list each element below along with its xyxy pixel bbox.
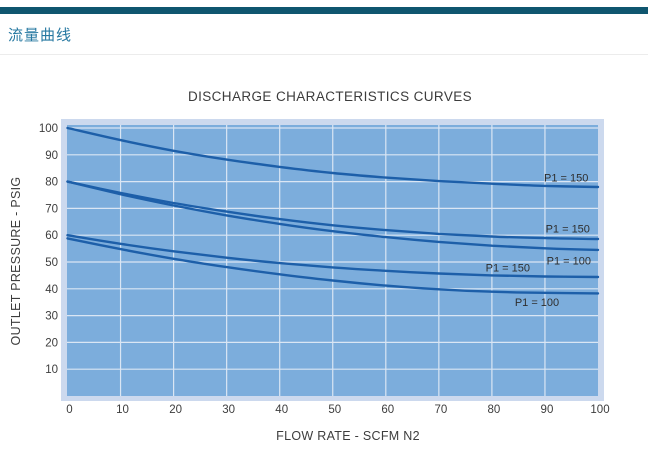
chart-title: DISCHARGE CHARACTERISTICS CURVES (187, 89, 473, 104)
y-tick-label: 20 (45, 337, 58, 349)
y-tick-label: 100 (39, 123, 58, 135)
curve-label-2: P1 = 150 (546, 224, 590, 236)
y-tick-label: 80 (45, 177, 58, 189)
x-tick-label: 70 (434, 404, 447, 416)
curve-1 (66, 126, 600, 189)
y-tick-label: 50 (45, 257, 58, 269)
curve-3 (66, 180, 600, 252)
curve-label-3: P1 = 100 (547, 256, 591, 268)
x-tick-label: 100 (590, 404, 609, 416)
x-tick-label: 90 (541, 404, 554, 416)
x-tick-label: 40 (275, 404, 288, 416)
curve-label-4: P1 = 150 (486, 262, 530, 274)
y-tick-label: 30 (45, 311, 58, 323)
y-tick-label: 60 (45, 230, 58, 242)
curve-label-1: P1 = 150 (544, 173, 588, 185)
x-axis-title: FLOW RATE - SCFM N2 (276, 429, 420, 443)
x-tick-label: 30 (222, 404, 235, 416)
x-tick-label: 60 (381, 404, 394, 416)
x-tick-label: 20 (169, 404, 182, 416)
title-divider (0, 54, 648, 55)
x-tick-label: 10 (116, 404, 129, 416)
page-title: 流量曲线 (8, 26, 73, 44)
curve-4 (66, 234, 600, 279)
top-accent-bar (0, 7, 648, 14)
y-tick-label: 40 (45, 284, 58, 296)
y-tick-label: 90 (45, 150, 58, 162)
x-tick-label: 80 (488, 404, 501, 416)
curve-label-5: P1 = 100 (515, 297, 559, 309)
x-tick-label: 50 (328, 404, 341, 416)
curve-2 (66, 180, 600, 241)
y-tick-label: 10 (45, 364, 58, 376)
y-tick-label: 70 (45, 203, 58, 215)
curve-5 (66, 237, 600, 295)
x-tick-label: 0 (66, 404, 72, 416)
